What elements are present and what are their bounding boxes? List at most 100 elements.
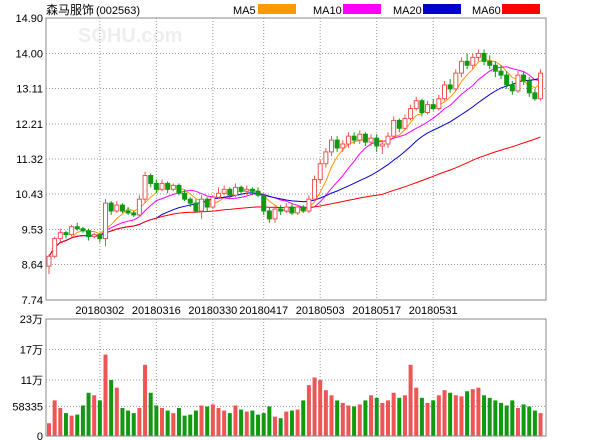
volume-bar [312,377,317,436]
volume-bar [188,414,193,436]
candle-body [216,192,221,198]
candle-body [283,206,289,212]
volume-bar [323,390,328,436]
volume-bar [386,400,390,436]
candle-body [103,202,108,240]
candle-body [74,226,80,230]
volume-bar [52,400,57,436]
candle-body [419,100,425,114]
volume-bar [120,408,125,436]
price-y-axis: 14.90 14.00 13.11 12.21 11.32 10.43 9.53 8.64 7.… [15,13,43,307]
candlesticks [46,49,544,275]
volume-bar [176,408,181,436]
candle-body [114,204,120,212]
price-x-tick-label: 20180316 [132,305,181,317]
volume-bar [301,400,306,436]
candle-body [165,182,171,190]
legend-ma60-swatch [502,4,540,14]
candle-body [458,60,464,74]
volume-bar [278,418,283,436]
candle-body [475,52,481,58]
volume-bar [86,392,91,436]
volume-bar [126,410,131,436]
candle-body [204,198,210,208]
volume-bar [510,400,515,436]
legend-ma5-label: MA5 [233,5,256,17]
volume-bar [380,402,385,436]
volume-bar [267,406,272,436]
candle-body [334,139,340,149]
candle-body [227,188,233,196]
price-x-tick-label: 20180517 [352,305,401,317]
volume-bar [318,380,323,436]
candle-body [532,92,538,100]
volume-bar [75,414,80,436]
candle-body [357,133,363,141]
volume-bar [487,397,492,436]
candle-body [323,151,329,165]
volume-bar [465,391,470,436]
candle-body [69,226,75,236]
ma10-line [48,66,541,257]
candle-body [199,198,205,212]
candle-body [244,188,250,192]
candle-body [368,137,374,143]
volume-bar [402,395,407,436]
legend-ma20-swatch [423,4,461,14]
price-y-tick-label: 10.43 [15,189,43,201]
volume-y-tick-label: 17万 [20,345,43,357]
candle-body [306,198,312,212]
legend: MA5 MA10 MA20 MA60 [233,4,540,17]
volume-bar [114,387,119,436]
volume-bar [171,413,176,436]
volume-bar [329,395,334,436]
volume-bar [482,395,487,436]
candle-body [492,64,498,72]
candle-body [447,84,453,90]
legend-ma60-label: MA60 [472,5,501,17]
volume-bar [97,400,102,436]
volume-bar [419,397,424,436]
volume-bar [414,387,419,436]
volume-bar [233,405,238,436]
candle-body [266,210,272,220]
candle-body [176,184,182,194]
volume-bar [436,395,441,436]
candle-body [187,198,193,204]
volume-bar [431,400,436,436]
volume-bar [154,405,159,436]
price-y-tick-label: 7.74 [22,295,43,307]
volume-bar [363,400,368,436]
candle-body [402,117,408,129]
volume-bar [352,406,357,436]
volume-bar [210,404,215,436]
candle-body [142,175,148,200]
volume-bar [459,396,464,436]
volume-bar [499,402,503,436]
candle-body [374,137,380,147]
volume-bar [442,390,447,436]
volume-bar [222,410,227,436]
volume-bar [425,402,430,436]
candle-body [80,228,86,232]
candle-body [193,202,199,212]
volume-y-tick-label: 58335 [12,401,43,413]
candle-body [125,210,131,214]
ma5-line [48,59,541,257]
volume-bar [357,404,362,436]
volume-bar [148,392,153,436]
candle-body [232,186,238,196]
volume-bar [261,413,266,436]
candle-body [170,184,176,190]
volume-bar [335,400,340,436]
candle-body [391,119,397,137]
candle-body [396,119,402,129]
price-x-tick-label: 20180330 [188,305,237,317]
candle-body [255,190,261,196]
candle-body [521,74,527,82]
volume-bar [504,405,509,436]
price-y-tick-label: 14.00 [15,48,43,60]
volume-bar [538,413,543,436]
volume-bar [58,408,63,436]
candle-body [340,143,346,149]
